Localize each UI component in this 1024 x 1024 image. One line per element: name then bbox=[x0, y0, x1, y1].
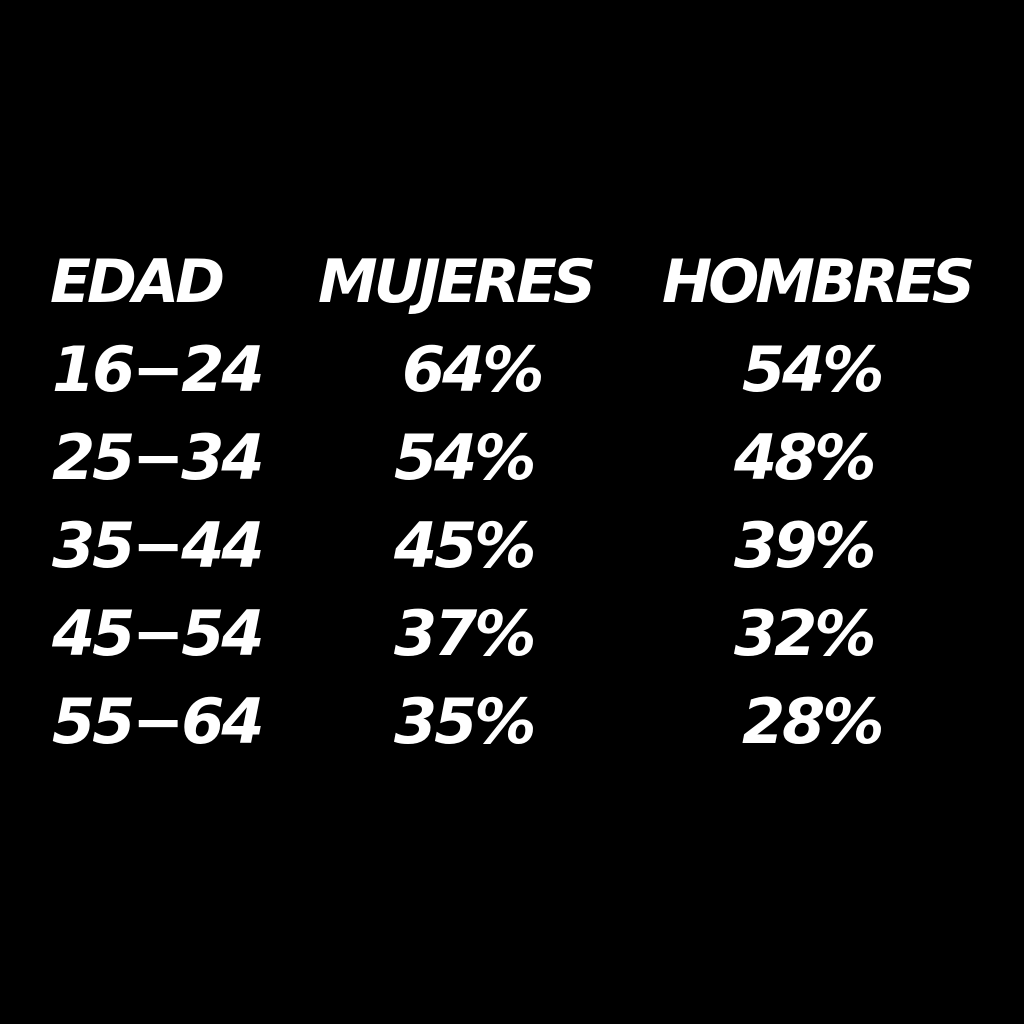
cell-mujeres-4: 35% bbox=[394, 685, 536, 758]
cell-edad-3: 45−54 bbox=[52, 597, 265, 670]
header-mujeres: MUJERES bbox=[318, 247, 596, 317]
cell-hombres-2: 39% bbox=[734, 509, 876, 582]
cell-hombres-0: 54% bbox=[742, 333, 884, 406]
cell-mujeres-0: 64% bbox=[402, 333, 544, 406]
cell-edad-4: 55−64 bbox=[52, 685, 265, 758]
cell-hombres-1: 48% bbox=[734, 421, 876, 494]
cell-hombres-4: 28% bbox=[742, 685, 884, 758]
cell-mujeres-3: 37% bbox=[394, 597, 536, 670]
cell-edad-1: 25−34 bbox=[52, 421, 265, 494]
cell-mujeres-2: 45% bbox=[394, 509, 536, 582]
cell-edad-0: 16−24 bbox=[52, 333, 265, 406]
header-hombres: HOMBRES bbox=[662, 247, 975, 317]
cell-mujeres-1: 54% bbox=[394, 421, 536, 494]
header-edad: EDAD bbox=[50, 247, 225, 317]
cell-hombres-3: 32% bbox=[734, 597, 876, 670]
cell-edad-2: 35−44 bbox=[52, 509, 265, 582]
